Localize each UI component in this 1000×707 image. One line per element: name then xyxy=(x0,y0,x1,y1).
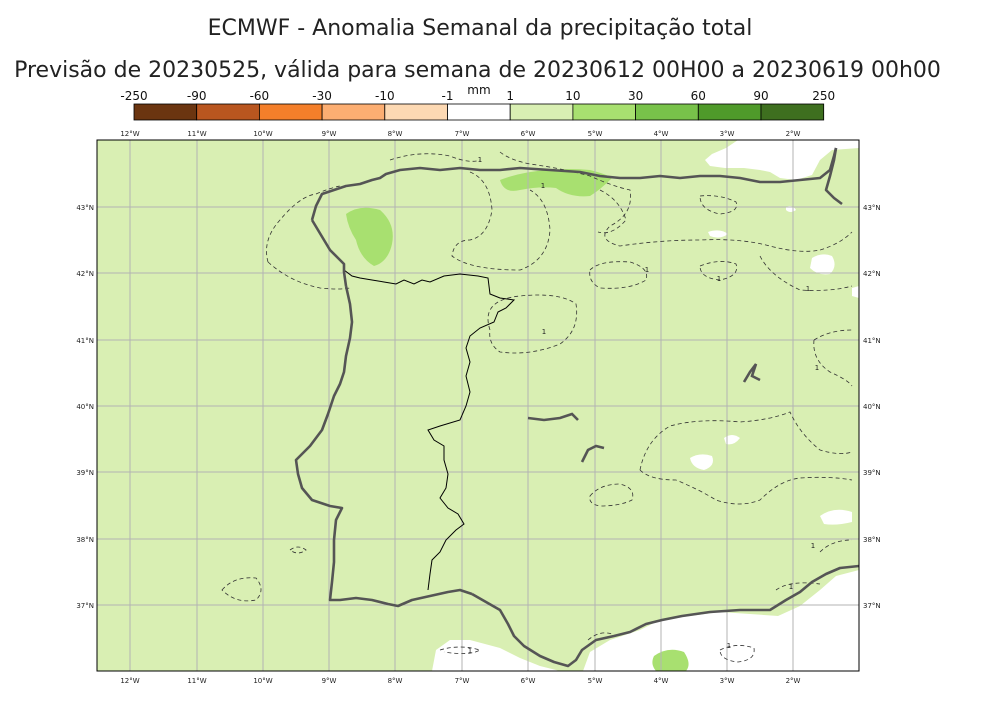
colorbar-tick-label: 250 xyxy=(812,89,835,103)
lat-label-right: 41°N xyxy=(863,337,881,345)
lon-label-bottom: 7°W xyxy=(455,677,470,685)
lon-label-top: 6°W xyxy=(521,130,536,138)
lat-label-left: 42°N xyxy=(76,270,94,278)
dry-anomaly-areas xyxy=(432,140,859,671)
colorbar-tick-label: 90 xyxy=(753,89,768,103)
wet-patch-galicia xyxy=(346,207,393,266)
dry-patch-se3 xyxy=(820,509,852,525)
dry-patch-e1 xyxy=(810,254,835,275)
lon-label-top: 8°W xyxy=(388,130,403,138)
colorbar-tick-label: -30 xyxy=(312,89,332,103)
contour-label: 1 xyxy=(727,642,731,650)
colorbar-tick-label: 1 xyxy=(506,89,514,103)
colorbar-unit: mm xyxy=(467,83,490,97)
dry-patch-ne xyxy=(705,140,859,180)
contour-label: 1 xyxy=(541,182,545,190)
colorbar-cell xyxy=(760,103,825,121)
lat-label-right: 43°N xyxy=(863,204,881,212)
lon-label-top: 11°W xyxy=(187,130,206,138)
lon-label-bottom: 4°W xyxy=(654,677,669,685)
lat-label-left: 39°N xyxy=(76,469,94,477)
colorbar-tick-label: -90 xyxy=(187,89,207,103)
lon-label-bottom: 11°W xyxy=(187,677,206,685)
contour-label: 1 xyxy=(789,583,793,591)
colorbar-tick-label: 10 xyxy=(565,89,580,103)
contour-label: 1 xyxy=(645,266,649,274)
colorbar-tick-label: -60 xyxy=(250,89,270,103)
dry-patch-se1 xyxy=(690,454,713,470)
lon-label-bottom: 6°W xyxy=(521,677,536,685)
portugal-spain-border xyxy=(343,269,516,591)
lon-label-top: 7°W xyxy=(455,130,470,138)
map-frame xyxy=(96,139,860,672)
lat-label-right: 38°N xyxy=(863,536,881,544)
contour-label: 1 xyxy=(468,647,472,655)
lon-label-top: 10°W xyxy=(253,130,272,138)
lon-label-top: 2°W xyxy=(786,130,801,138)
dry-patch-e3 xyxy=(708,230,728,238)
contour-label: 1 xyxy=(811,542,815,550)
lat-label-left: 41°N xyxy=(76,337,94,345)
lat-label-right: 39°N xyxy=(863,469,881,477)
contour-label: 1 xyxy=(717,275,721,283)
country-borders xyxy=(343,269,516,591)
lat-label-left: 38°N xyxy=(76,536,94,544)
reservoirs xyxy=(527,363,761,463)
colorbar-tick-label: -250 xyxy=(120,89,147,103)
anomaly-contours xyxy=(221,151,853,663)
lon-label-top: 4°W xyxy=(654,130,669,138)
lon-label-top: 9°W xyxy=(322,130,337,138)
colorbar-tick-label: -1 xyxy=(442,89,454,103)
north-coast xyxy=(310,147,838,221)
lon-label-top: 3°W xyxy=(720,130,735,138)
lon-label-top: 5°W xyxy=(588,130,603,138)
lon-label-top: 12°W xyxy=(120,130,139,138)
lon-label-bottom: 9°W xyxy=(322,677,337,685)
east-coast-north xyxy=(824,147,843,206)
dry-patch-e2 xyxy=(852,286,859,298)
lat-label-right: 37°N xyxy=(863,602,881,610)
south-coast xyxy=(471,564,860,668)
lat-label-left: 43°N xyxy=(76,204,94,212)
contour-label: 1 xyxy=(478,156,482,164)
lon-label-bottom: 3°W xyxy=(720,677,735,685)
contour-label: 1 xyxy=(815,364,819,372)
lat-label-left: 40°N xyxy=(76,403,94,411)
lat-label-left: 37°N xyxy=(76,602,94,610)
map-subtitle: Previsão de 20230525, válida para semana… xyxy=(14,58,941,83)
portugal-coast xyxy=(294,285,473,608)
colorbar-tick-label: -10 xyxy=(375,89,395,103)
lon-label-bottom: 2°W xyxy=(786,677,801,685)
lat-label-right: 42°N xyxy=(863,270,881,278)
contour-label: 1 xyxy=(542,328,546,336)
lon-label-bottom: 10°W xyxy=(253,677,272,685)
lon-label-bottom: 5°W xyxy=(588,677,603,685)
graticule xyxy=(97,140,859,671)
coastline xyxy=(294,147,860,668)
contour-label: 1 xyxy=(806,285,810,293)
dry-patch-se-coast xyxy=(583,570,859,671)
lon-label-bottom: 12°W xyxy=(120,677,139,685)
colorbar-tick-label: 60 xyxy=(691,89,706,103)
dry-patch-se2 xyxy=(724,435,740,445)
lon-label-bottom: 8°W xyxy=(388,677,403,685)
map-title: ECMWF - Anomalia Semanal da precipitação… xyxy=(207,16,753,41)
colorbar-tick-label: 30 xyxy=(628,89,643,103)
galicia-coast xyxy=(310,219,348,287)
lat-label-right: 40°N xyxy=(863,403,881,411)
colorbar: -250 -90 -60 -30 -10 -1 1 10 30 60 90 250 mm xyxy=(120,83,835,121)
